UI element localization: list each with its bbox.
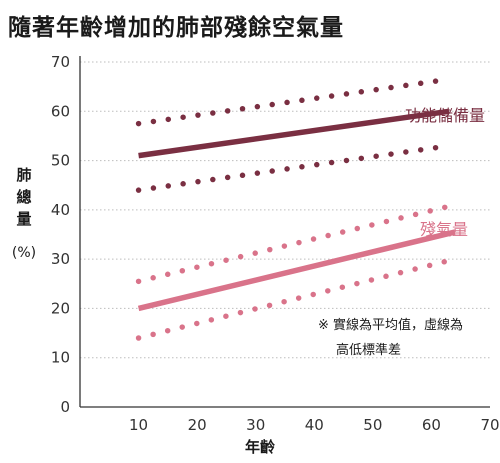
y-tick-label: 40	[51, 201, 70, 219]
y-tick-label: 50	[51, 152, 70, 170]
series-line-4	[137, 229, 456, 312]
chart-title: 隨著年齡增加的肺部殘餘空氣量	[8, 15, 344, 41]
x-tick-labels: 10 20 30 40 50 60 70	[129, 416, 500, 434]
series-line-3	[135, 143, 452, 193]
x-tick-label: 40	[305, 416, 324, 434]
y-axis-unit: (%)	[12, 245, 36, 261]
series-label-reserve: 功能儲備量	[405, 106, 485, 125]
x-axis-title: 年齡	[245, 438, 275, 456]
x-tick-label: 10	[129, 416, 148, 434]
series-line-5	[135, 202, 458, 285]
y-tick-label: 30	[51, 250, 70, 268]
x-tick-label: 70	[480, 416, 499, 434]
series-line-1	[138, 108, 450, 159]
note-line-1: ※ 實線為平均值，虛線為	[318, 317, 463, 333]
y-axis-title-char-1: 肺	[16, 166, 31, 184]
y-axis-title-char-2: 總	[16, 188, 31, 206]
y-tick-label: 60	[51, 102, 70, 120]
y-tick-label: 10	[51, 349, 70, 367]
x-tick-label: 30	[246, 416, 265, 434]
x-tick-label: 60	[422, 416, 441, 434]
y-tick-label: 0	[60, 398, 70, 416]
x-tick-label: 20	[188, 416, 207, 434]
series-label-residual: 殘氣量	[420, 220, 468, 239]
y-tick-label: 20	[51, 299, 70, 317]
y-tick-label: 70	[51, 53, 70, 71]
axes	[79, 56, 490, 408]
series-line-6	[135, 256, 458, 341]
x-tick-label: 50	[363, 416, 382, 434]
series-lines	[135, 76, 458, 341]
note-line-2: 高低標準差	[336, 342, 401, 358]
y-axis-title-char-3: 量	[16, 210, 31, 228]
y-tick-labels: 0 10 20 30 40 50 60 70	[51, 53, 70, 416]
